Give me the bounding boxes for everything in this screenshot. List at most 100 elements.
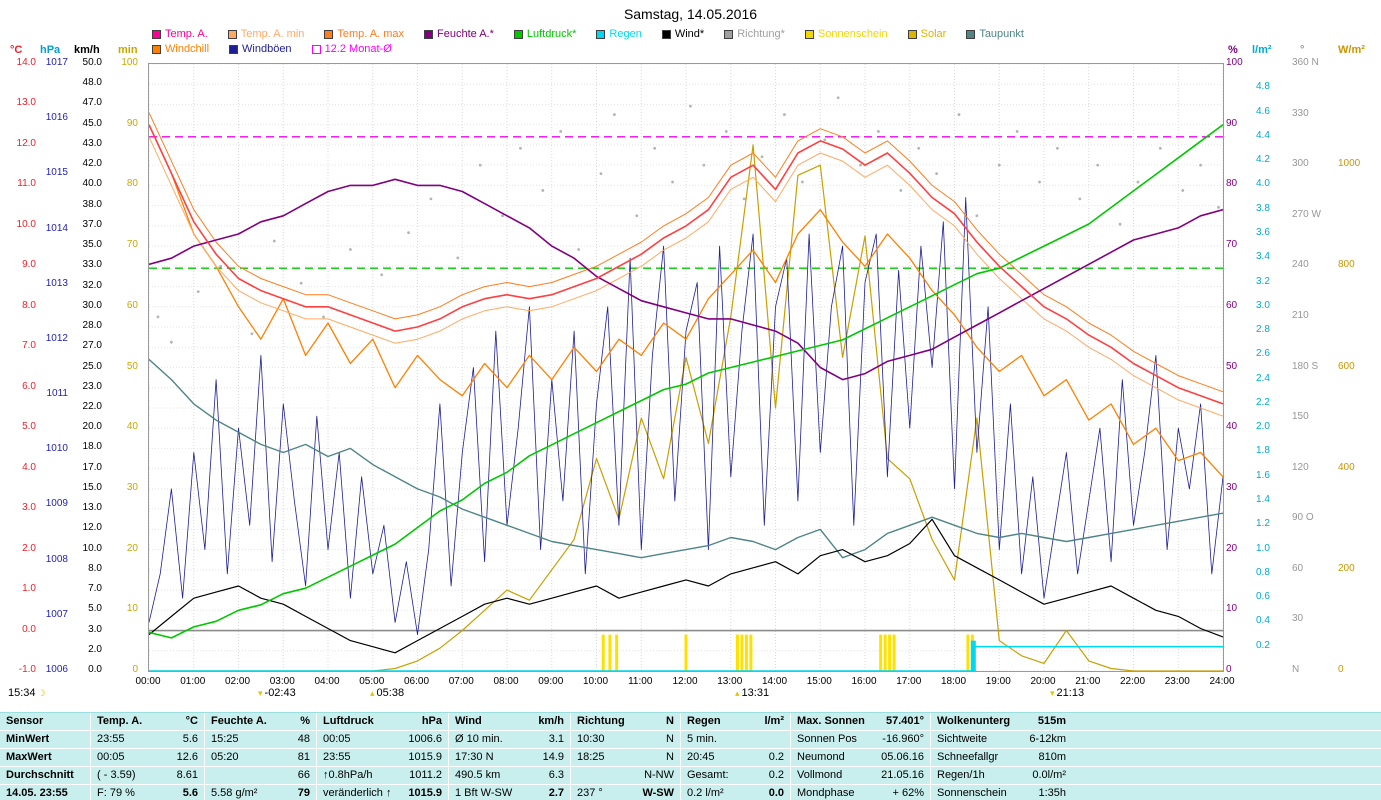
legend-label: Windchill [165, 43, 210, 55]
pressure-axis-hpa-tick: 1006 [45, 664, 68, 675]
legend-label: Regen [609, 28, 642, 40]
direction-axis-deg-tick: 300 [1292, 158, 1309, 170]
sunrise-icon: ▴ [370, 687, 375, 698]
table-cell-astro-value: 05.06.16 [881, 751, 924, 763]
wind-axis-kmh-tick: 12.0 [82, 522, 102, 534]
direction-scatter [599, 172, 603, 175]
table-cell-wind-value: 6.3 [548, 769, 564, 781]
table-cell-astro-value: 21.05.16 [881, 769, 924, 781]
legend-label: Luftdruck* [526, 28, 577, 40]
table-cell-info-value: 1:35h [1038, 787, 1066, 799]
wind-axis-kmh-tick: 45.0 [82, 117, 102, 129]
direction-axis-deg-tick: 360 N [1292, 57, 1319, 68]
table-cell-rain-label: 5 min. [680, 731, 742, 748]
table-cell-info-value: 515m [1037, 715, 1066, 727]
direction-axis-deg-tick: 240 [1292, 259, 1309, 271]
page-title: Samstag, 14.05.2016 [623, 6, 758, 22]
direction-scatter [1078, 197, 1082, 201]
legend-swatch [229, 44, 239, 54]
legend-item-windchill: Windchill [152, 43, 209, 55]
wind-axis-kmh-tick: 3.0 [88, 623, 102, 635]
x-tick-label: 01:00 [180, 676, 206, 687]
legend-label: 12.2 Monat-Ø [324, 43, 392, 55]
moonrise-icon: ▴ [735, 687, 740, 698]
rain-axis-lm2-tick: 1.6 [1256, 469, 1270, 481]
x-tick-label: 00:00 [135, 676, 161, 687]
sunshine-axis-min-tick: 90 [126, 117, 138, 129]
legend-item-windböen: Windböen [229, 43, 292, 55]
pressure-axis-hpa-tick: 1014 [45, 222, 68, 234]
table-cell-wind-label: 17:30 N [448, 749, 532, 766]
table-cell-temp-value: 5.6 [182, 787, 198, 799]
wind-axis-kmh-tick: 10.0 [82, 542, 102, 554]
sunshine [749, 634, 753, 671]
solar-axis-wm2-tick: 600 [1338, 360, 1355, 372]
sun-moon-time: 21:13 [1056, 687, 1085, 699]
direction-scatter [702, 163, 706, 167]
legend-label: Richtung* [737, 28, 785, 40]
wind-axis-kmh-tick: 25.0 [82, 360, 102, 372]
table-cell-direction-value: N-NW [644, 769, 674, 781]
sunshine [608, 634, 612, 671]
direction-scatter [1158, 146, 1162, 150]
rain-axis-lm2-tick: 3.6 [1256, 226, 1270, 238]
legend-swatch [966, 29, 976, 39]
table-row-label: Sensor [6, 715, 44, 727]
table-cell-direction-label: 18:25 [570, 749, 634, 766]
rain-axis-lm2-tick: 1.4 [1256, 494, 1270, 506]
direction-scatter [299, 281, 303, 285]
legend-swatch [724, 29, 734, 39]
direction-scatter [219, 264, 222, 268]
direction-scatter [975, 214, 979, 218]
legend-item-richtung: Richtung* [724, 28, 785, 40]
legend-swatch [596, 29, 606, 39]
sunshine [966, 634, 970, 671]
direction-scatter [917, 146, 921, 150]
sunshine-axis-min-tick: 30 [126, 481, 138, 493]
humidity-axis-pct-tick: 30 [1226, 481, 1238, 493]
solar-axis-wm2-tick: 800 [1338, 259, 1355, 271]
table-cell-direction-value: N [666, 715, 674, 727]
table-cell-rain-label: 0.2 l/m² [680, 785, 742, 800]
direction-scatter [635, 214, 639, 218]
table-row: 14.05. 23:55 F: 79 % 5.6 5.58 g/m² 79 verände… [0, 785, 1381, 800]
direction-scatter [653, 146, 657, 150]
direction-scatter [800, 180, 804, 184]
table-cell-temp-label: 23:55 [90, 731, 166, 748]
pressure-axis-hpa-tick: 1007 [45, 608, 68, 620]
temp-axis-c-tick: 7.0 [22, 340, 36, 352]
table-cell-humidity-value: 66 [297, 769, 310, 781]
sunshine [740, 634, 744, 671]
pressure-axis-hpa-tick: 1017 [45, 57, 68, 68]
direction-scatter [250, 332, 254, 336]
x-tick-label: 03:00 [269, 676, 295, 687]
rain-axis-lm2-tick: 2.0 [1256, 421, 1270, 433]
legend-swatch [152, 44, 161, 54]
wind-axis-kmh-tick: 20.0 [82, 421, 102, 433]
humidity-axis-pct-tick: 70 [1226, 239, 1238, 251]
table-row-label: MinWert [6, 733, 50, 745]
temp-max [149, 112, 1223, 393]
moon-icon: ☽ [37, 687, 46, 698]
direction-axis-deg-tick: 90 O [1292, 512, 1314, 524]
legend-row-2: Windchill Windböen 12.2 Monat-Ø [152, 43, 392, 55]
temp-axis-c-tick: -1.0 [18, 664, 36, 675]
table-cell-direction-value: N [666, 751, 674, 763]
table-cell-humidity-value: 81 [297, 751, 310, 763]
direction-scatter [456, 256, 460, 260]
sun-moon-time: 05:38 [376, 687, 405, 699]
table-cell-astro-label: Neumond [790, 749, 872, 766]
x-tick-label: 05:00 [359, 676, 385, 687]
rain-axis-lm2-tick: 0.4 [1256, 615, 1270, 627]
table-cell-astro-label: Mondphase [790, 785, 872, 800]
legend-swatch [804, 29, 814, 39]
table-cell-pressure-value: 1015.9 [408, 751, 442, 763]
pressure-axis-hpa-tick: 1009 [45, 498, 68, 510]
humidity-axis-pct-tick: 100 [1226, 57, 1243, 68]
table-cell-astro-value: -16.960° [882, 733, 924, 745]
wind-axis-kmh-tick: 30.0 [82, 299, 102, 311]
direction-scatter [671, 180, 674, 184]
table-cell-wind-label: Ø 10 min. [448, 731, 532, 748]
legend-item-regen: Regen [596, 28, 642, 40]
pressure-axis-hpa-tick: 1011 [46, 388, 68, 400]
